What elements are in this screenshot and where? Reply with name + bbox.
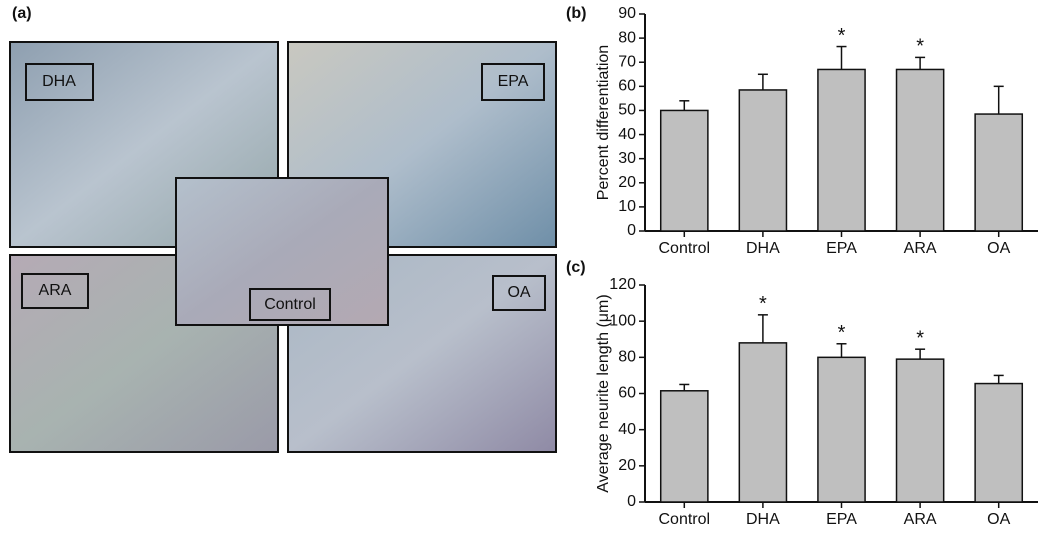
y-tick-label: 10 [618,198,636,215]
bar [817,68,866,232]
y-tick-label: 0 [627,493,636,510]
y-tick-label: 50 [618,102,636,119]
y-axis-label: Average neurite length (μm) [595,294,612,492]
error-bar [915,56,926,70]
bar [738,342,788,503]
bar [895,68,945,232]
error-bar [993,374,1004,384]
y-tick-label: 40 [618,421,636,438]
error-bar [757,314,768,343]
error-bar [836,343,847,358]
panel-label: (a) [12,5,32,22]
y-tick-label: 80 [618,349,636,366]
x-tick-label: EPA [826,511,857,528]
error-bar [836,45,847,70]
label-box [492,275,546,311]
error-bar [679,100,690,111]
bar [738,89,788,232]
y-tick-label: 100 [609,312,636,329]
x-tick-label: Control [659,511,711,528]
image-label: ARA [39,282,72,299]
image-label: EPA [498,73,529,90]
x-tick-label: OA [987,511,1010,528]
error-bar [915,348,926,360]
label-box [249,288,331,321]
image-label: DHA [42,73,76,90]
bar [659,109,709,232]
error-bar [679,383,690,391]
bar [895,358,945,503]
significance-marker: * [916,36,924,58]
y-tick-label: 70 [618,53,636,70]
x-tick-label: OA [987,240,1010,257]
bar [974,382,1024,503]
bar [659,390,709,503]
error-bar [993,85,1004,115]
image-label: OA [507,284,530,301]
y-tick-label: 40 [618,126,636,143]
y-tick-label: 60 [618,78,636,95]
panel-label: (b) [566,5,586,22]
x-tick-label: DHA [746,511,780,528]
significance-marker: * [838,25,846,47]
panel-label: (c) [566,259,586,276]
label-box [481,63,545,101]
significance-marker: * [838,322,846,344]
label-box [25,63,94,101]
significance-marker: * [759,293,767,315]
x-tick-label: ARA [904,511,937,528]
y-tick-label: 0 [627,222,636,239]
x-tick-label: Control [659,240,711,257]
label-box [21,273,89,309]
y-tick-label: 60 [618,385,636,402]
micrograph [175,177,389,326]
image-label: Control [264,296,316,313]
significance-marker: * [916,327,924,349]
x-tick-label: DHA [746,240,780,257]
y-tick-label: 30 [618,150,636,167]
y-axis-label: Percent differentiation [595,45,612,200]
y-tick-label: 80 [618,29,636,46]
y-tick-label: 90 [618,5,636,22]
y-tick-label: 20 [618,174,636,191]
x-tick-label: EPA [826,240,857,257]
bar [817,356,866,503]
x-tick-label: ARA [904,240,937,257]
y-tick-label: 20 [618,457,636,474]
y-tick-label: 120 [609,276,636,293]
bar [974,113,1024,232]
error-bar [757,73,768,90]
